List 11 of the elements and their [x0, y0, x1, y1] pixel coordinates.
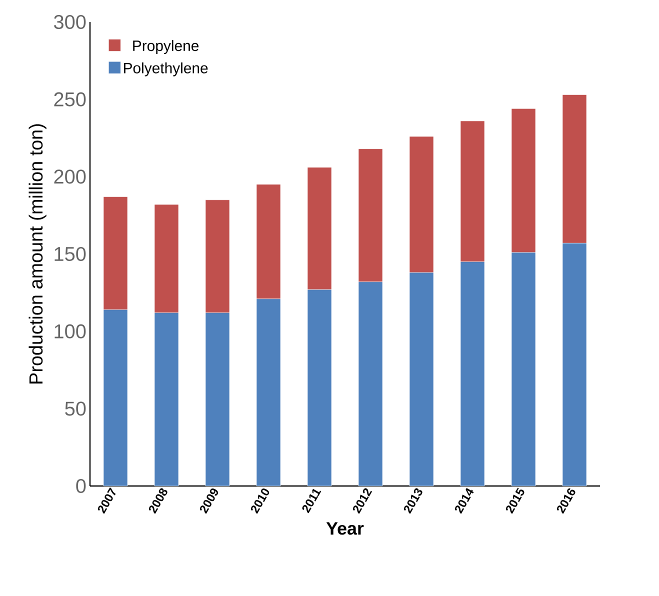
- y-tick-label: 250: [54, 92, 86, 106]
- y-tick-label: 50: [65, 402, 86, 416]
- y-tick-label: 0: [76, 478, 86, 494]
- y-axis-title: Production amount (million ton): [28, 124, 46, 384]
- x-axis-title: Year: [326, 522, 364, 535]
- y-tick-label: 100: [54, 324, 86, 338]
- y-tick-label: 200: [54, 170, 86, 184]
- legend-label: Polyethylene: [124, 62, 208, 76]
- y-tick-label: 300: [54, 14, 86, 30]
- legend-label: Propylene: [133, 40, 199, 54]
- y-tick-label: 150: [54, 246, 86, 262]
